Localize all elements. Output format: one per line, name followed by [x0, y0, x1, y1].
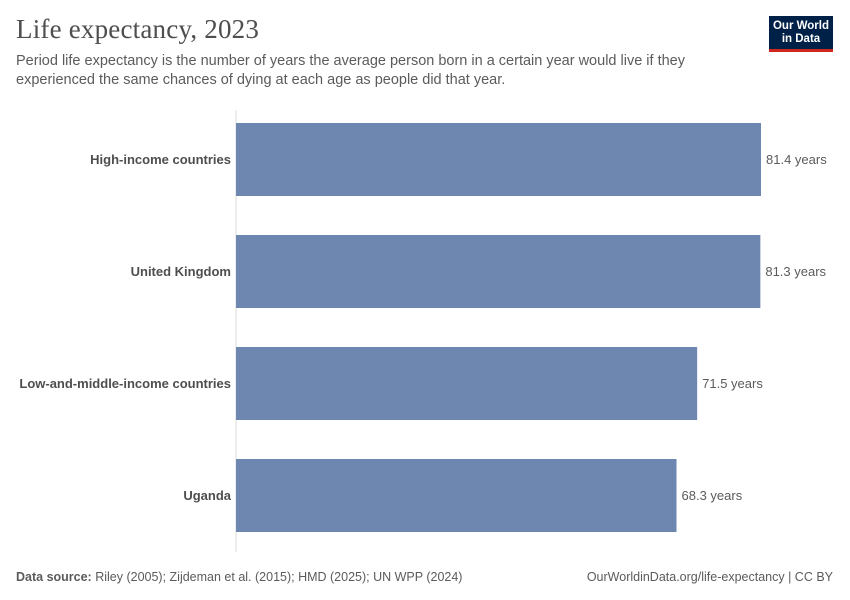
- bar-united-kingdom[interactable]: [236, 235, 761, 308]
- data-source-text: Riley (2005); Zijdeman et al. (2015); HM…: [91, 570, 463, 584]
- value-label-high-income-countries: 81.4 years: [766, 152, 827, 167]
- chart-subtitle: Period life expectancy is the number of …: [16, 53, 685, 88]
- bar-uganda[interactable]: [236, 459, 677, 532]
- value-label-united-kingdom: 81.3 years: [765, 264, 826, 279]
- bar-low-and-middle-income-countries[interactable]: [236, 347, 698, 420]
- category-label-united-kingdom: United Kingdom: [131, 264, 231, 279]
- value-label-low-and-middle-income-countries: 71.5 years: [702, 376, 763, 391]
- source-credit-link[interactable]: OurWorldinData.org/life-expectancy | CC …: [586, 570, 833, 584]
- data-source-label: Data source:: [16, 570, 92, 584]
- category-label-uganda: Uganda: [183, 488, 231, 503]
- owid-logo[interactable]: Our World in Data: [769, 16, 833, 52]
- logo-line-1: Our World: [772, 20, 829, 32]
- category-label-high-income-countries: High-income countries: [90, 152, 231, 167]
- chart-title: Life expectancy, 2023: [16, 14, 260, 44]
- category-label-low-and-middle-income-countries: Low-and-middle-income countries: [19, 376, 231, 391]
- value-label-uganda: 68.3 years: [682, 488, 743, 503]
- data-source: Data source: Riley (2005); Zijdeman et a…: [16, 570, 462, 584]
- logo-line-2: in Data: [781, 33, 821, 45]
- bar-high-income-countries[interactable]: [236, 123, 761, 196]
